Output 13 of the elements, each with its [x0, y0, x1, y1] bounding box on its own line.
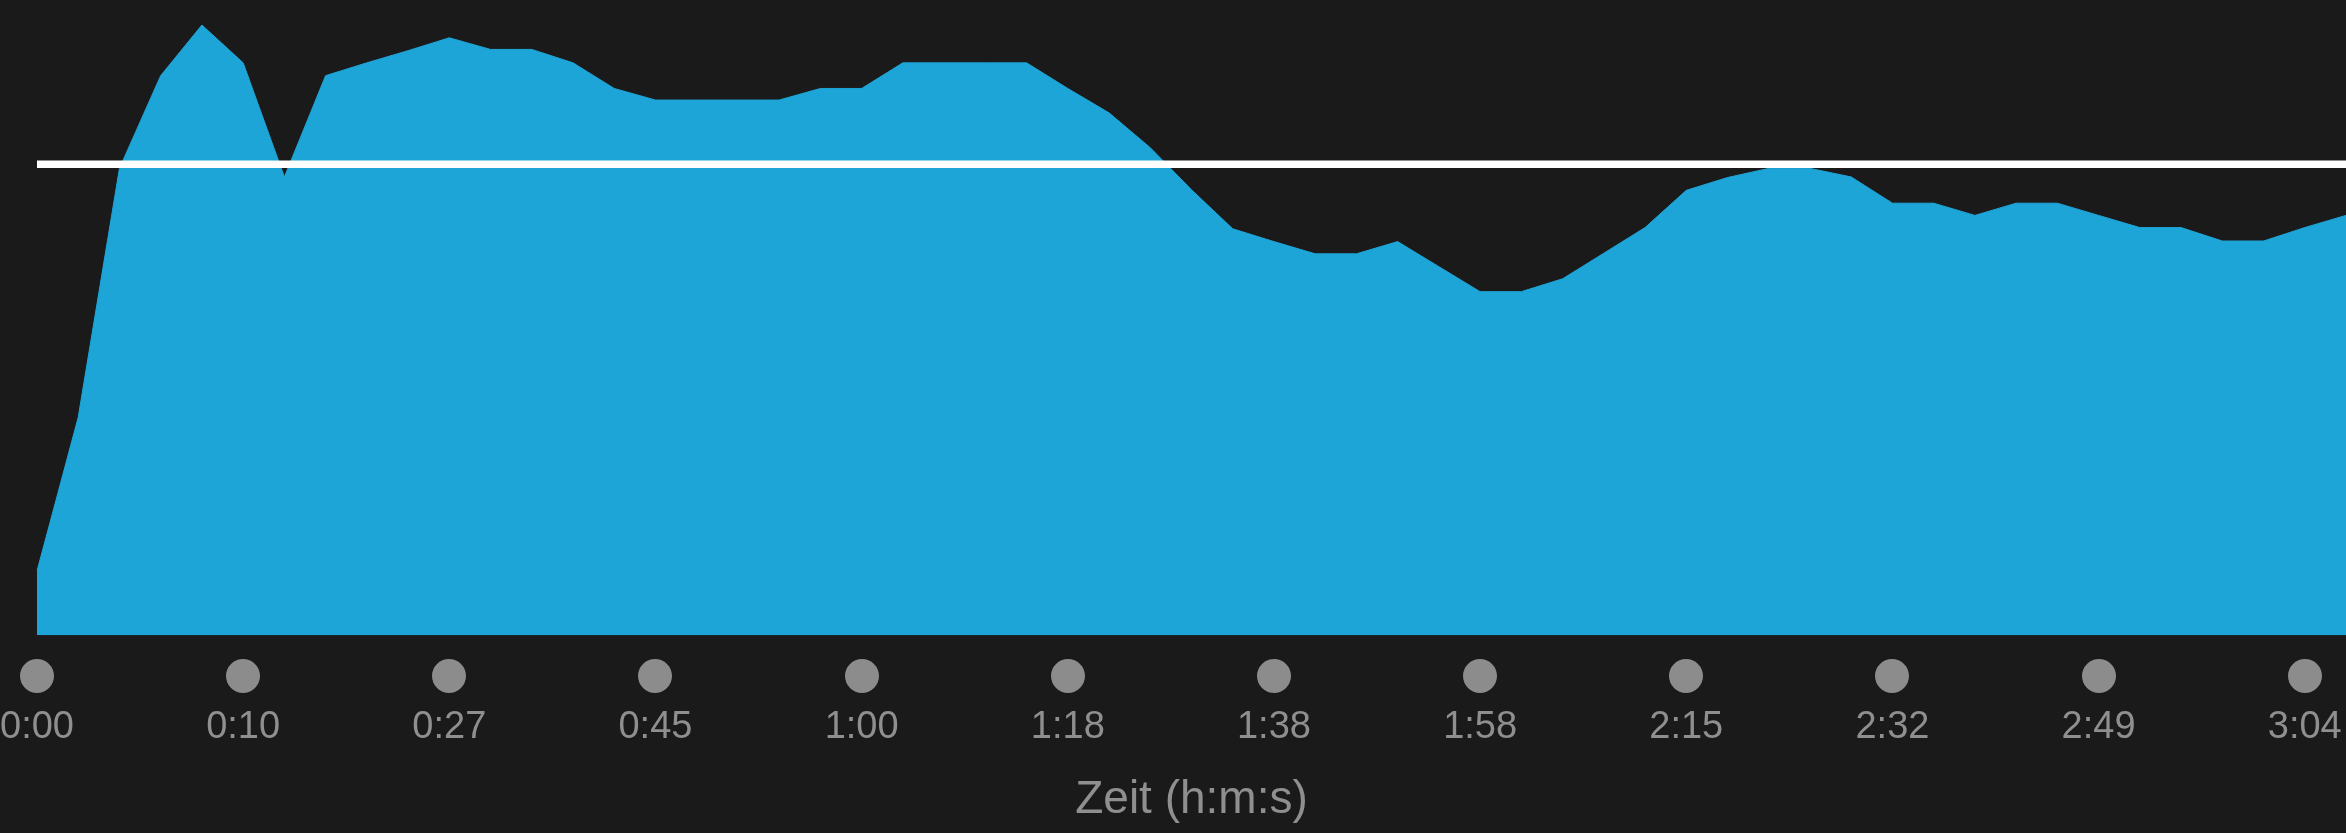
x-axis-title: Zeit (h:m:s) — [1075, 771, 1308, 824]
x-tick-label: 1:18 — [1030, 704, 1105, 747]
x-tick-label: 0:10 — [206, 704, 281, 747]
x-tick-label: 2:49 — [2061, 704, 2136, 747]
x-tick-label: 2:15 — [1649, 704, 1724, 747]
x-tick-label: 3:04 — [2267, 704, 2342, 747]
x-tick-label: 0:27 — [412, 704, 487, 747]
x-tick-label: 1:38 — [1236, 704, 1311, 747]
x-tick-label: 1:00 — [824, 704, 899, 747]
x-tick-label: 2:32 — [1855, 704, 1930, 747]
x-tick-label: 1:58 — [1443, 704, 1518, 747]
x-tick-label: 0:45 — [618, 704, 693, 747]
x-tick-label: 0:00 — [0, 704, 74, 747]
